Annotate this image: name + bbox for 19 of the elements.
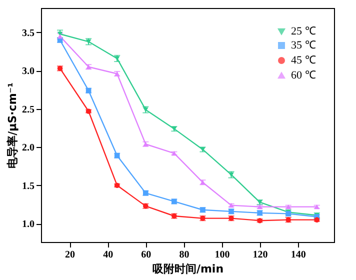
y-tick-label: 3.5 — [22, 28, 34, 39]
y-tick-label: 2.0 — [22, 142, 34, 154]
y-tick-label: 1.0 — [22, 219, 34, 230]
y-tick-label: 3.0 — [22, 66, 34, 78]
x-tick-label: 100 — [214, 250, 230, 260]
x-tick-label: 40 — [103, 250, 114, 260]
y-axis-title: 电导率/μS·cm⁻¹ — [6, 82, 19, 168]
y-tick-label: 2.5 — [22, 104, 34, 116]
legend-label: 25 ℃ — [291, 26, 316, 38]
x-tick-label: 20 — [65, 250, 76, 260]
legend-label: 35 ℃ — [291, 40, 316, 52]
x-axis-title: 吸附时间/min — [152, 262, 224, 276]
legend-label: 45 ℃ — [291, 54, 316, 66]
x-tick-label: 80 — [179, 250, 190, 260]
x-tick-label: 140 — [290, 250, 306, 260]
x-tick-label: 60 — [141, 250, 152, 260]
x-tick-label: 120 — [252, 250, 268, 260]
legend-label: 60 ℃ — [291, 70, 316, 82]
y-tick-label: 1.5 — [22, 180, 34, 192]
